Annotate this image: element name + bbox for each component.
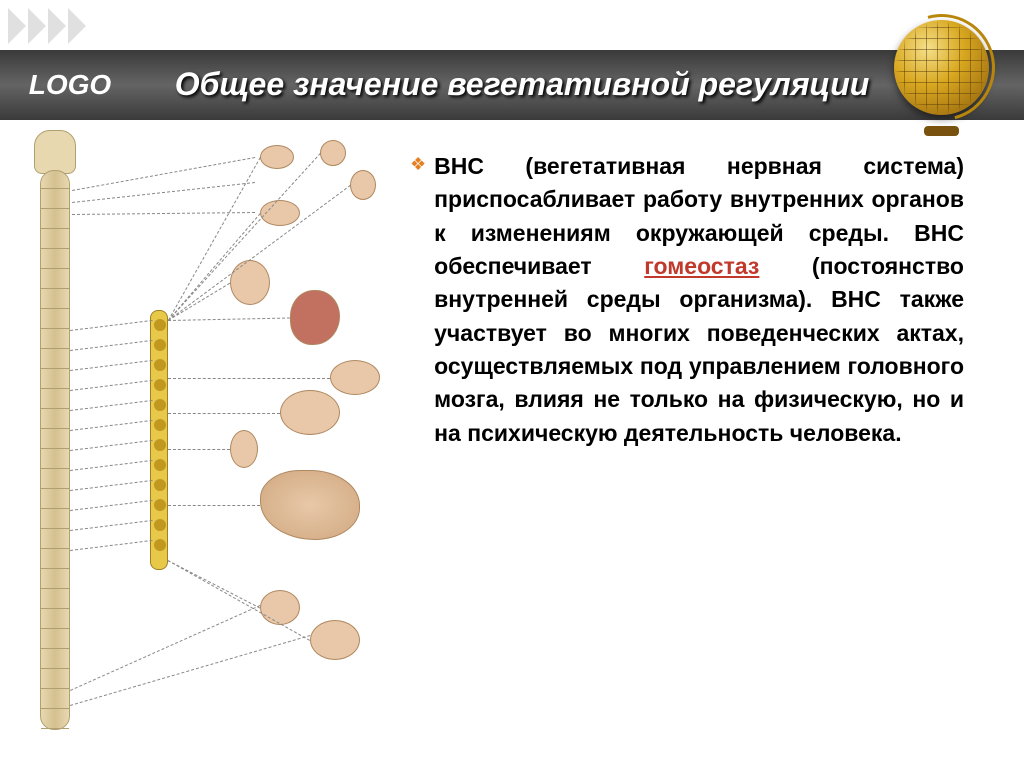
content-area: ❖ ВНС (вегетативная нервная система) при… <box>0 130 1024 760</box>
diagram-column <box>0 130 400 760</box>
text-column: ❖ ВНС (вегетативная нервная система) при… <box>400 130 1024 760</box>
highlight-term: гомеостаз <box>644 253 759 279</box>
bullet-icon: ❖ <box>410 150 426 178</box>
globe-icon <box>894 20 1004 130</box>
paragraph-post: (постоянство внутренней среды организма)… <box>434 253 964 446</box>
decorative-arrows <box>8 8 86 44</box>
header-bar: LOGO Общее значение вегетативной регуляц… <box>0 50 1024 120</box>
body-paragraph: ВНС (вегетативная нервная система) присп… <box>434 150 964 450</box>
logo-placeholder: LOGO <box>0 50 140 120</box>
ans-diagram <box>30 130 380 750</box>
